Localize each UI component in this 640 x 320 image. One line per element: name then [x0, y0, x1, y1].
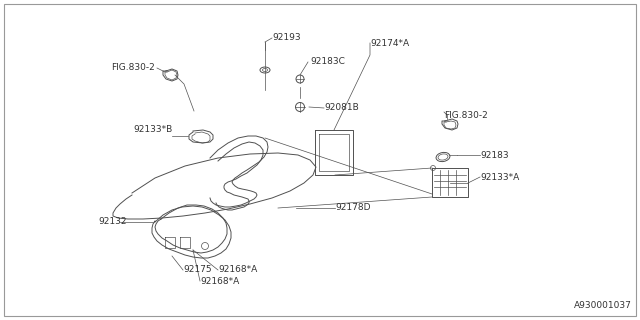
Text: 92133*B: 92133*B [133, 125, 172, 134]
Text: 92193: 92193 [272, 34, 301, 43]
Text: A930001037: A930001037 [574, 301, 632, 310]
Text: FIG.830-2: FIG.830-2 [444, 110, 488, 119]
Text: 92168*A: 92168*A [200, 276, 239, 285]
Text: FIG.830-2: FIG.830-2 [111, 63, 155, 73]
Text: 92081B: 92081B [324, 103, 359, 113]
Text: 92183C: 92183C [310, 58, 345, 67]
Text: 92178D: 92178D [335, 204, 371, 212]
Text: 92183: 92183 [480, 150, 509, 159]
Text: 92174*A: 92174*A [370, 38, 409, 47]
Text: 92133*A: 92133*A [480, 172, 519, 181]
Text: 92168*A: 92168*A [218, 266, 257, 275]
Text: 92132: 92132 [98, 218, 127, 227]
Text: 92175: 92175 [183, 266, 212, 275]
